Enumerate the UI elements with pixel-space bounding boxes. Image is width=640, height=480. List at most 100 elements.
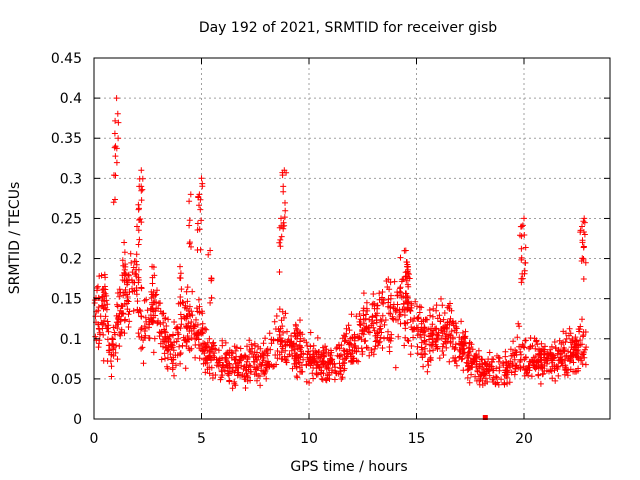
data-point (406, 271, 412, 278)
data-point (522, 354, 529, 361)
data-point (204, 366, 211, 373)
data-point (429, 313, 436, 320)
data-point (313, 349, 320, 356)
data-point (451, 327, 458, 334)
data-point (540, 354, 547, 361)
data-point (333, 370, 340, 377)
data-point (429, 335, 436, 342)
data-point (261, 371, 267, 378)
data-point (529, 342, 536, 349)
data-point (138, 167, 145, 174)
data-point (177, 311, 184, 318)
data-point (277, 236, 284, 243)
data-point (446, 318, 453, 325)
data-point (458, 336, 465, 342)
data-point (401, 342, 408, 349)
data-point (96, 273, 103, 280)
data-point (494, 352, 500, 359)
data-point (164, 365, 171, 372)
data-point (257, 382, 264, 389)
data-point (518, 254, 525, 261)
data-point (434, 315, 441, 322)
data-point (320, 352, 327, 359)
data-point (416, 309, 423, 316)
data-point (189, 288, 196, 295)
data-point (346, 341, 352, 348)
data-point (538, 361, 544, 368)
data-point (171, 372, 177, 379)
data-point (104, 318, 111, 325)
data-point (569, 337, 576, 344)
data-point (404, 293, 411, 300)
data-point (319, 376, 326, 383)
data-point (259, 359, 266, 366)
data-point (229, 385, 236, 392)
data-point (339, 374, 346, 381)
data-point (521, 232, 528, 238)
data-point (176, 343, 183, 350)
data-point (376, 296, 383, 303)
data-point (207, 299, 214, 306)
data-point (519, 275, 526, 282)
data-point (188, 345, 195, 352)
data-point (414, 315, 421, 322)
data-point (452, 358, 459, 365)
data-point (419, 346, 426, 353)
data-point (111, 130, 118, 137)
data-point (408, 302, 415, 309)
data-point (460, 345, 467, 352)
data-point (196, 355, 203, 362)
data-point (466, 379, 473, 386)
data-point (502, 367, 509, 374)
data-point (437, 318, 444, 325)
data-point (294, 374, 301, 381)
data-point (99, 320, 106, 327)
data-point (415, 328, 422, 335)
data-point (441, 310, 448, 316)
data-point (114, 315, 121, 321)
data-point (580, 218, 587, 225)
data-point (579, 316, 585, 323)
data-point (133, 258, 140, 265)
data-point (244, 358, 250, 365)
data-point (247, 363, 254, 370)
chart-title: Day 192 of 2021, SRMTID for receiver gis… (199, 20, 497, 36)
data-point (263, 375, 270, 382)
data-point (461, 334, 468, 341)
data-point (277, 243, 284, 250)
data-point (523, 366, 530, 373)
data-point (267, 346, 274, 353)
data-point (547, 351, 554, 358)
data-point (158, 356, 165, 363)
data-point (128, 277, 135, 284)
data-point (256, 373, 263, 380)
data-point (112, 153, 119, 160)
data-point (276, 269, 283, 275)
data-point (246, 337, 253, 344)
data-point (537, 380, 544, 387)
data-point (379, 289, 386, 295)
data-point (119, 303, 126, 310)
x-tick-label: 15 (408, 431, 426, 447)
data-point (199, 325, 206, 331)
data-point (201, 356, 208, 363)
data-point (368, 347, 375, 353)
data-point (440, 352, 447, 358)
data-point (205, 251, 212, 258)
data-point (379, 345, 386, 351)
data-point (570, 359, 577, 366)
data-point (581, 215, 588, 222)
data-point (121, 277, 128, 284)
data-point (173, 362, 179, 369)
data-point (430, 347, 437, 354)
data-point (208, 294, 215, 301)
data-point (254, 349, 260, 356)
data-point (582, 259, 589, 266)
data-point (237, 345, 244, 352)
data-point (377, 323, 384, 330)
data-point (386, 310, 392, 317)
data-point (359, 328, 366, 335)
data-point (436, 312, 443, 319)
data-point (484, 360, 491, 367)
data-point (169, 360, 176, 367)
